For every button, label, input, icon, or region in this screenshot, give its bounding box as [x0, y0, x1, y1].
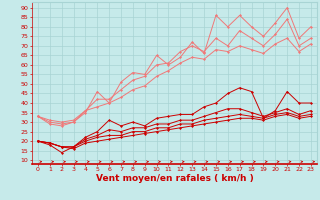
X-axis label: Vent moyen/en rafales ( km/h ): Vent moyen/en rafales ( km/h ) [96, 174, 253, 183]
